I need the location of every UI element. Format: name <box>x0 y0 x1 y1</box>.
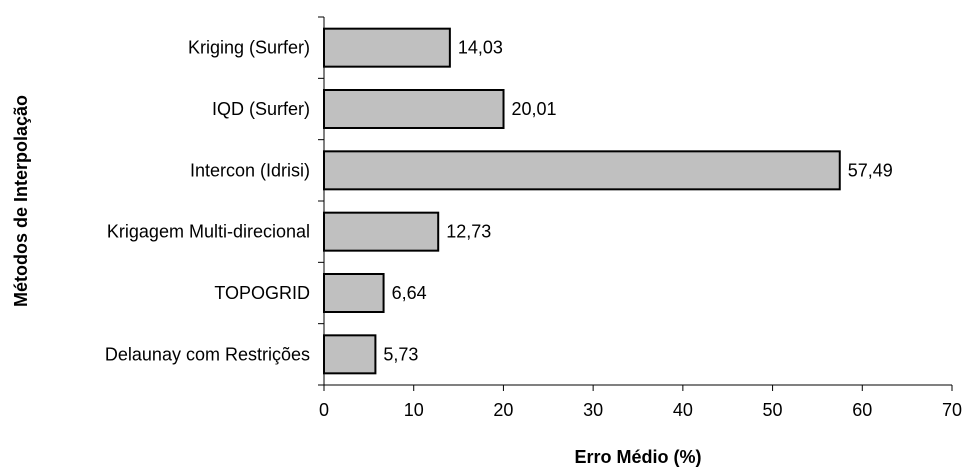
value-label: 57,49 <box>848 160 893 180</box>
x-tick-label: 20 <box>493 400 513 420</box>
bar <box>323 27 451 68</box>
category-label: TOPOGRID <box>214 283 310 303</box>
category-label: Kriging (Surfer) <box>188 38 310 58</box>
x-tick-label: 50 <box>763 400 783 420</box>
x-tick-label: 0 <box>319 400 329 420</box>
category-label: Krigagem Multi-direcional <box>107 222 310 242</box>
value-label: 14,03 <box>458 38 503 58</box>
bar <box>323 334 377 375</box>
category-label: Intercon (Idrisi) <box>190 160 310 180</box>
x-axis-title: Erro Médio (%) <box>574 447 701 467</box>
x-tick-label: 40 <box>673 400 693 420</box>
x-tick-label: 70 <box>942 400 962 420</box>
value-label: 5,73 <box>383 344 418 364</box>
axes-layer <box>318 16 953 391</box>
labels-layer: Kriging (Surfer) 14,03 IQD (Surfer) 20,01 In… <box>105 38 962 420</box>
value-label: 6,64 <box>392 283 427 303</box>
category-label: Delaunay com Restrições <box>105 344 310 364</box>
value-label: 12,73 <box>446 222 491 242</box>
bar <box>323 150 841 191</box>
y-axis-title: Métodos de Interpolação <box>11 95 31 307</box>
bars-layer <box>323 27 841 375</box>
bar <box>323 211 440 252</box>
category-label: IQD (Surfer) <box>212 99 310 119</box>
x-tick-label: 60 <box>852 400 872 420</box>
bar <box>323 89 505 129</box>
bar <box>323 273 385 313</box>
x-tick-label: 10 <box>404 400 424 420</box>
x-tick-label: 30 <box>583 400 603 420</box>
value-label: 20,01 <box>512 99 557 119</box>
